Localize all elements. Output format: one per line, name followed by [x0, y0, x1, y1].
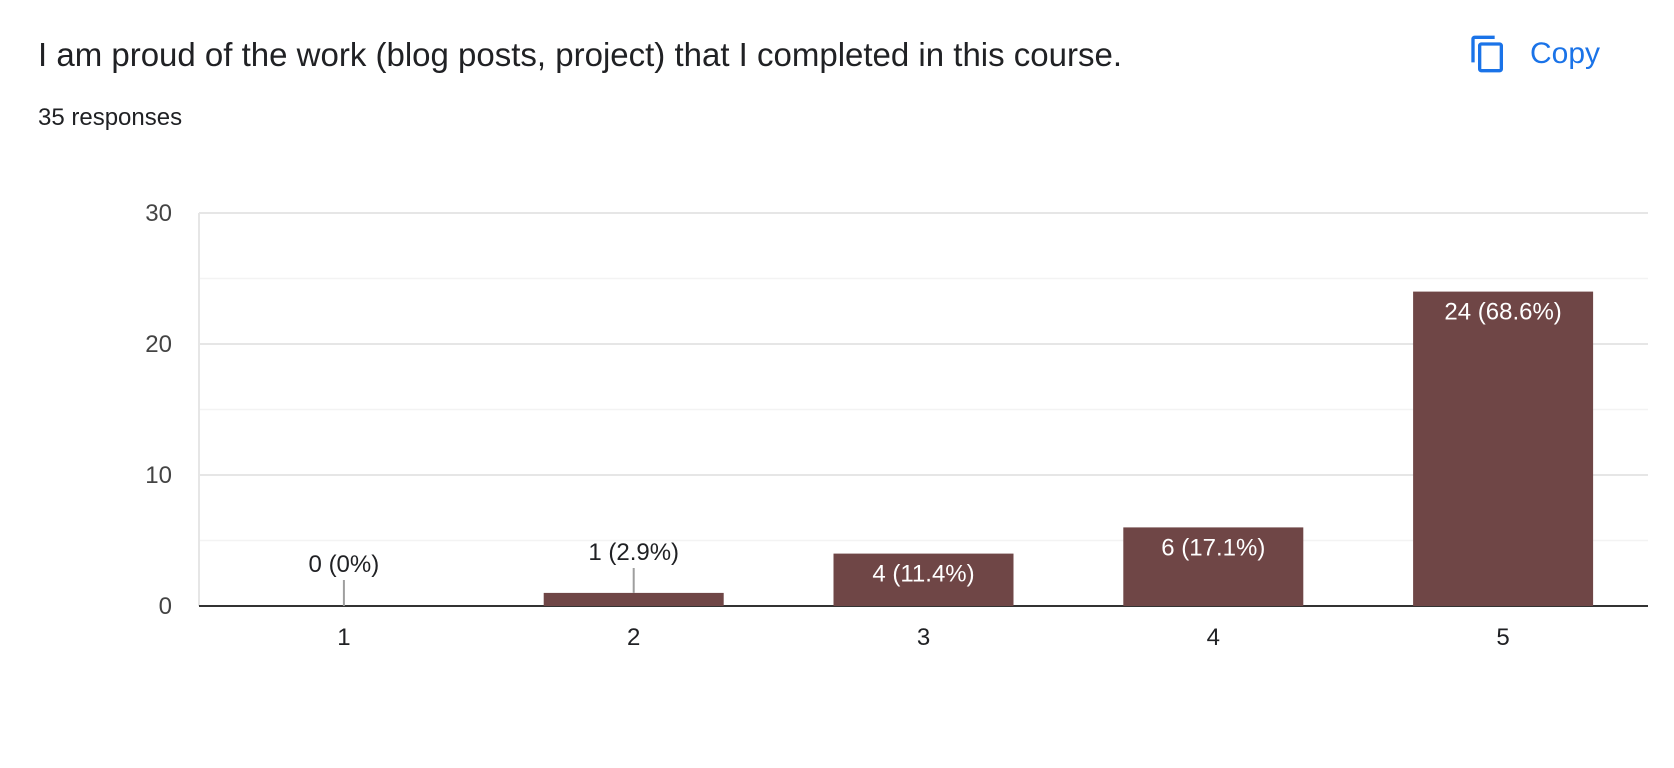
x-tick-label: 1 [337, 624, 350, 651]
copy-icon [1471, 35, 1503, 73]
y-tick-label: 30 [145, 200, 172, 227]
chart-labels: 0 10 20 30 0 (0%) 1 1 (2.9%) 2 4 (11.4%) 3 6 (17.1… [145, 200, 1562, 651]
question-title: I am proud of the work (blog posts, proj… [38, 36, 1123, 73]
data-label: 0 (0%) [309, 551, 380, 578]
y-tick-label: 10 [145, 462, 172, 489]
copy-button[interactable]: Copy [1468, 28, 1600, 80]
response-count: 35 responses [38, 104, 183, 131]
bar [833, 553, 1014, 606]
y-tick-label: 0 [159, 593, 172, 620]
chart-bars [543, 291, 1594, 606]
bar [1413, 291, 1594, 606]
data-label: 1 (2.9%) [588, 539, 679, 566]
bar [543, 592, 724, 606]
data-label: 4 (11.4%) [872, 561, 974, 588]
bar [1123, 527, 1304, 606]
copy-label: Copy [1530, 37, 1601, 70]
data-label: 24 (68.6%) [1444, 299, 1561, 326]
x-tick-label: 3 [917, 624, 930, 651]
data-label: 6 (17.1%) [1161, 534, 1265, 561]
x-tick-label: 5 [1496, 624, 1509, 651]
x-tick-label: 2 [627, 624, 640, 651]
x-tick-label: 4 [1207, 624, 1220, 651]
y-tick-label: 20 [145, 331, 172, 358]
chart-grid [198, 212, 1648, 606]
